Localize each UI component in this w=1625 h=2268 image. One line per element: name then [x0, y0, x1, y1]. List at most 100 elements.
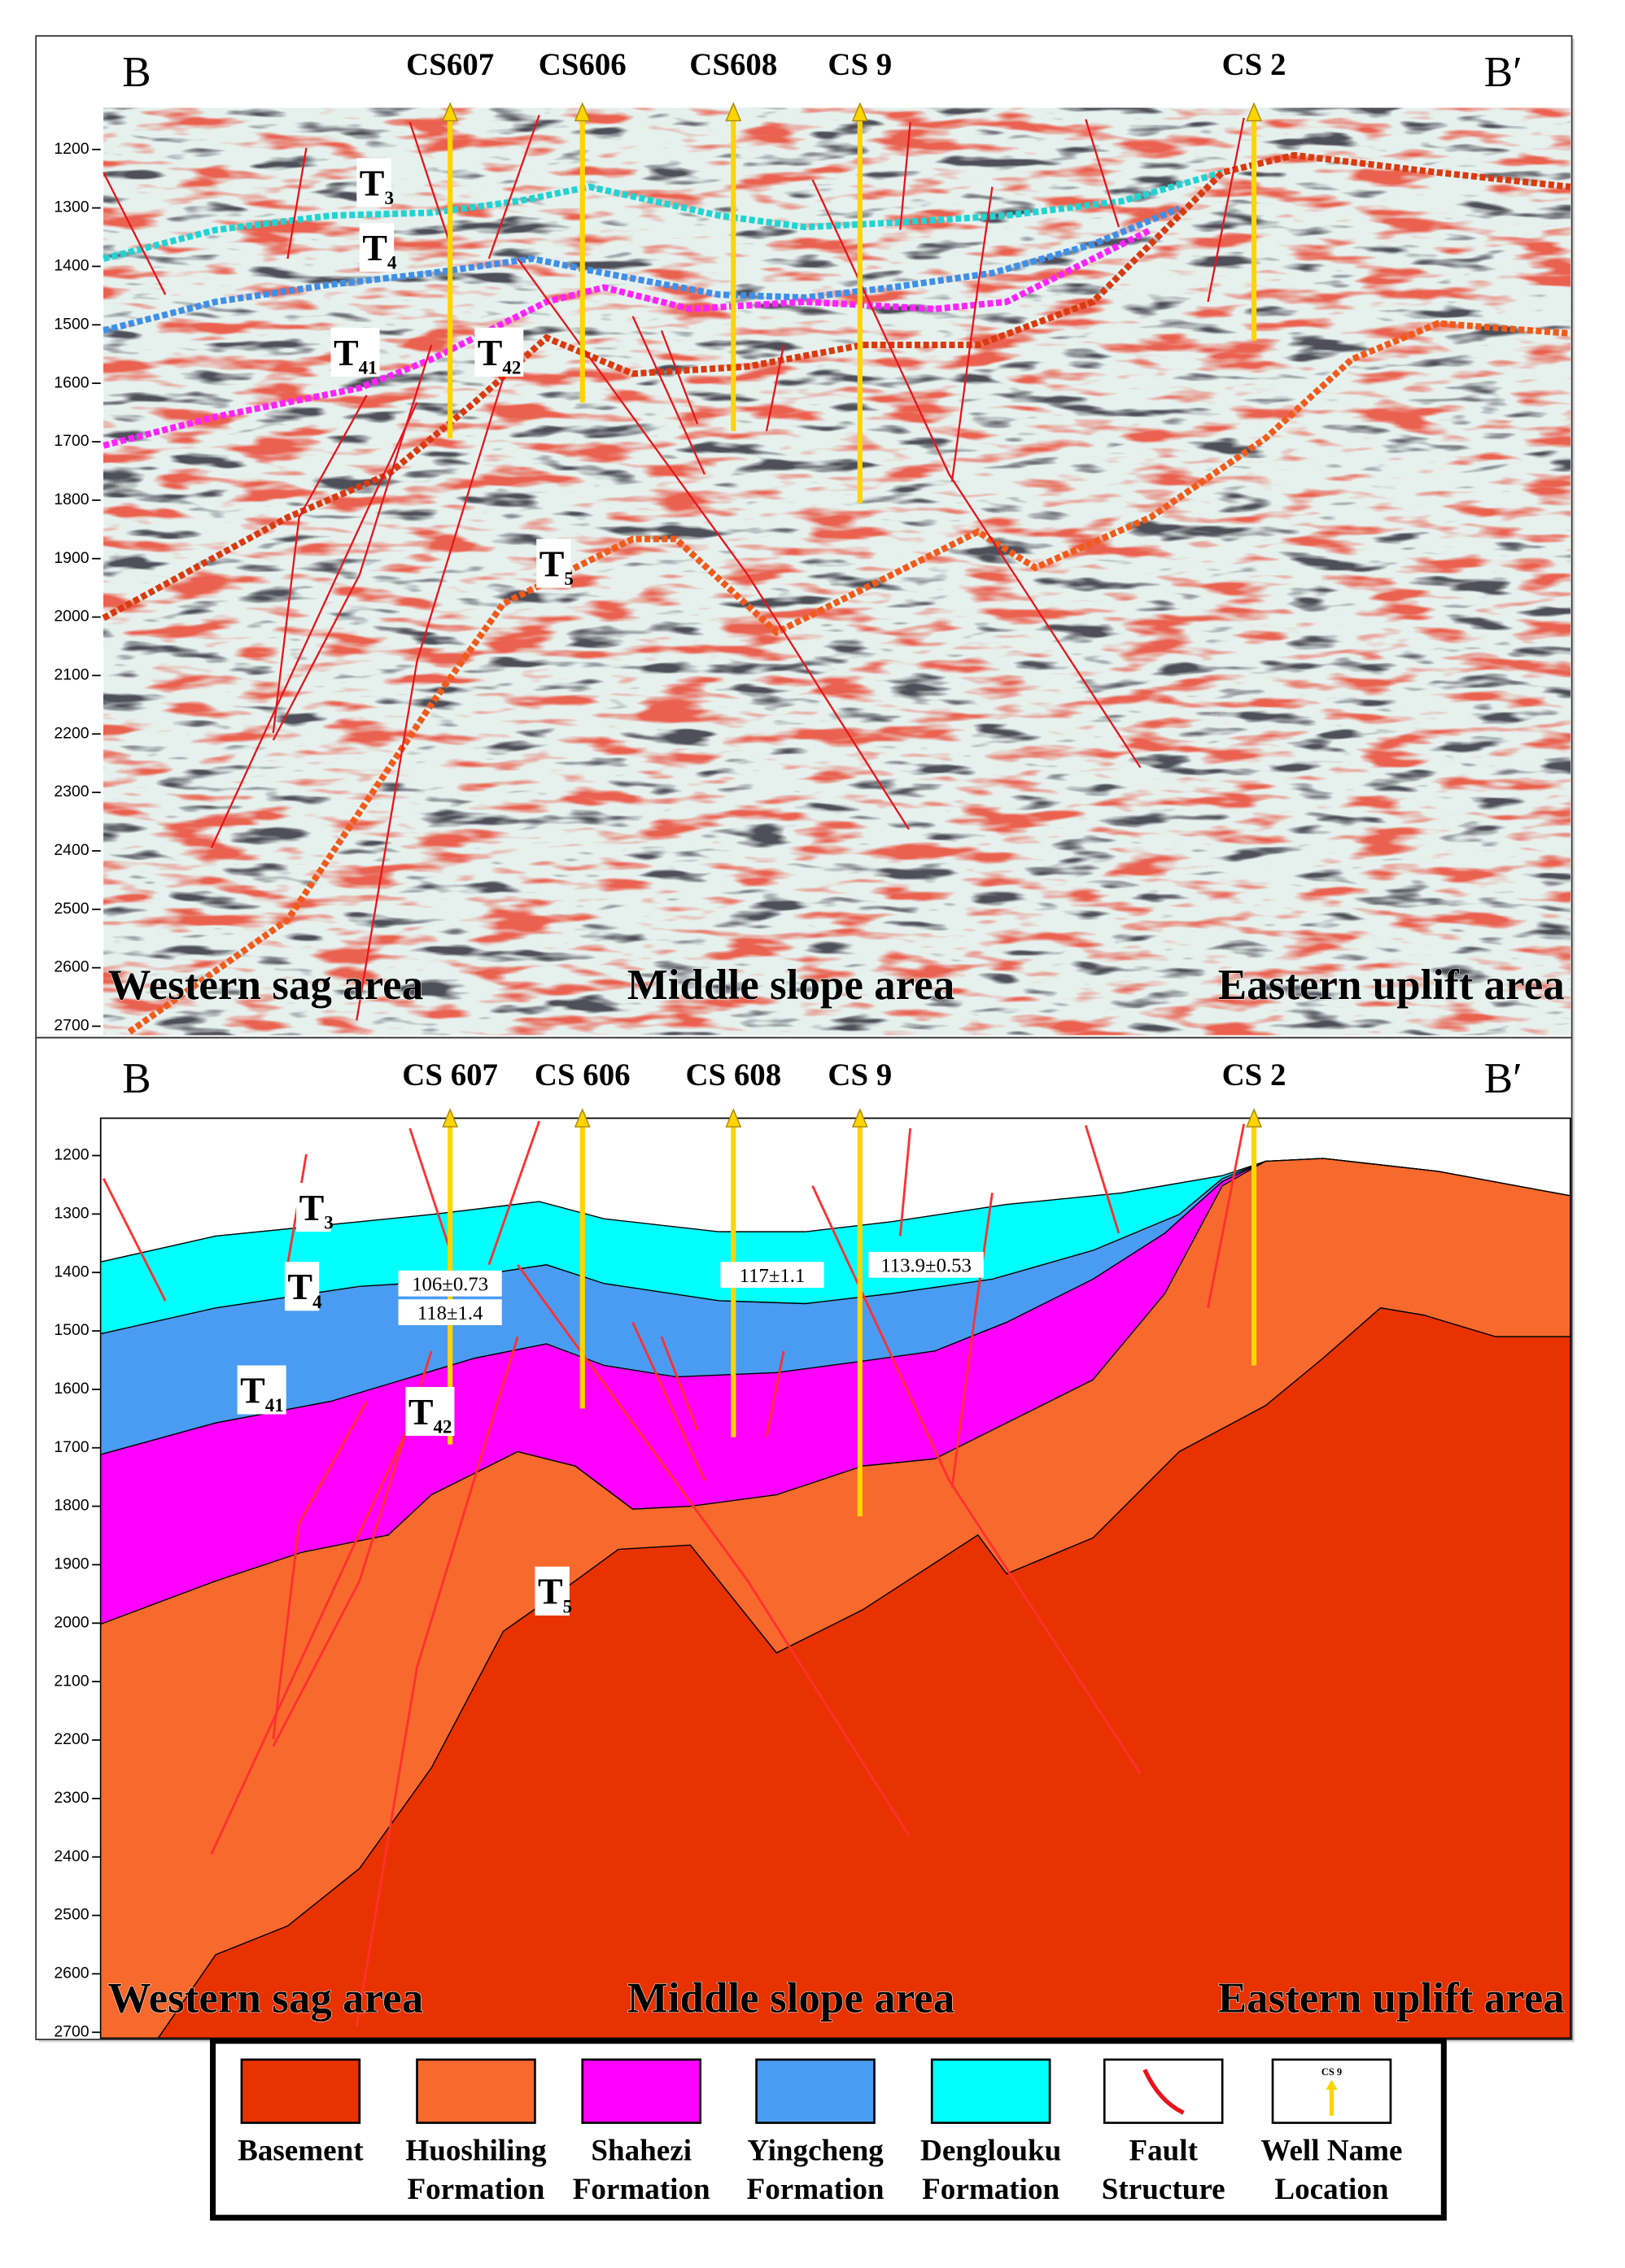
depth-tick-label: 1800	[54, 1497, 89, 1515]
fault	[272, 1400, 368, 1739]
depth-tick-label: 2200	[54, 724, 89, 742]
fault	[210, 1407, 418, 1855]
horizon-subscript: 41	[359, 357, 378, 377]
legend-well-arrow	[1326, 2079, 1338, 2090]
horizon-label-bg	[359, 222, 395, 272]
depth-tick-label: 1200	[54, 1146, 89, 1164]
horizon-subscript: 3	[384, 188, 393, 208]
depth-tick-label: 2700	[54, 2022, 89, 2040]
age-label-bg	[398, 1270, 502, 1297]
depth-tick-label: 2500	[54, 1906, 89, 1924]
age-label: 117±1.1	[740, 1265, 806, 1287]
area-label: Eastern uplift area	[1218, 1975, 1565, 2022]
well-arrow	[442, 1108, 459, 1127]
depth-tick-label: 1700	[54, 432, 89, 450]
age-label-bg	[720, 1262, 824, 1289]
well-name: CS 2	[1222, 1058, 1286, 1093]
depth-tick-label: 1900	[54, 1555, 89, 1573]
horizon-label: T5	[538, 1571, 572, 1617]
fault	[660, 329, 699, 425]
fault	[631, 316, 706, 475]
horizon-letter: T	[287, 1266, 312, 1307]
horizon-letter: T	[360, 162, 385, 203]
horizon-letter: T	[362, 227, 387, 268]
well-name: CS 9	[828, 1058, 892, 1093]
horizon-label-bg	[405, 1386, 455, 1437]
depth-tick-label: 1400	[54, 257, 89, 275]
depth-tick-label: 1700	[54, 1438, 89, 1456]
horizon-label: T4	[287, 1266, 322, 1312]
fault	[408, 121, 452, 245]
well-name: CS 9	[828, 47, 892, 82]
well-arrow	[851, 102, 868, 122]
depth-tick-label: 2600	[54, 958, 89, 976]
legend-label: Formation	[922, 2173, 1059, 2206]
age-label: 118±1.4	[417, 1302, 483, 1324]
horizon-subscript: 3	[324, 1213, 333, 1233]
depth-tick-label: 2400	[54, 1847, 89, 1865]
depth-tick-label: 2500	[54, 900, 89, 918]
legend-label: Formation	[747, 2173, 885, 2206]
legend-label: Well Name	[1260, 2134, 1402, 2167]
fault	[487, 1120, 541, 1266]
age-label-bg	[868, 1251, 984, 1278]
horizon-label-bg	[356, 158, 391, 207]
depth-tick-label: 1900	[54, 549, 89, 567]
fault	[898, 1127, 912, 1236]
legend-label: Shahezi	[591, 2134, 692, 2167]
fault	[1207, 1123, 1246, 1309]
section-end-label: B	[122, 1055, 151, 1102]
well-arrow	[574, 102, 591, 122]
fault	[631, 1321, 706, 1481]
depth-tick-label: 2100	[54, 666, 89, 684]
fault	[1207, 117, 1245, 303]
well-arrow	[442, 102, 459, 122]
legend-label: Yingcheng	[747, 2134, 884, 2167]
legend-label: Basement	[238, 2134, 364, 2167]
fault	[1085, 119, 1120, 228]
fault	[356, 330, 519, 1021]
well-arrow	[1246, 102, 1262, 122]
horizon-subscript: 5	[564, 569, 573, 589]
horizon-label: T42	[408, 1391, 452, 1437]
horizon-label-bg	[474, 327, 524, 377]
depth-tick-label: 1500	[54, 1321, 89, 1339]
horizon-letter: T	[539, 543, 565, 584]
legend-label: Location	[1274, 2173, 1389, 2206]
fault	[272, 395, 368, 734]
horizon-label: T42	[478, 332, 522, 378]
seismic-horizon	[103, 227, 1152, 449]
well-arrow	[725, 102, 742, 122]
horizon-label: T41	[240, 1369, 284, 1415]
well-name: CS 607	[402, 1058, 498, 1093]
area-label: Western sag area	[108, 1975, 424, 2022]
depth-tick-label: 1600	[54, 1380, 89, 1398]
legend-swatch	[581, 2058, 701, 2124]
area-label: Eastern uplift area	[1218, 962, 1565, 1009]
fault	[765, 1350, 785, 1438]
horizon-label-bg	[284, 1262, 320, 1311]
well-arrow	[1246, 1108, 1262, 1127]
depth-tick-label: 2300	[54, 1789, 89, 1807]
well-name: CS606	[539, 47, 627, 82]
depth-tick-label: 1300	[54, 198, 89, 216]
depth-tick-label: 2000	[54, 1613, 89, 1631]
seismic-horizon	[103, 205, 1181, 334]
well-arrow	[851, 1108, 868, 1127]
horizon-subscript: 42	[502, 357, 521, 377]
fault	[1084, 1124, 1120, 1234]
well-name: CS 608	[685, 1058, 781, 1093]
depth-tick-label: 2700	[54, 1017, 89, 1035]
fault	[355, 1336, 519, 2027]
fault	[950, 186, 994, 482]
horizon-label-bg	[535, 1566, 570, 1616]
depth-tick-label: 2400	[54, 841, 89, 859]
formation-layer	[157, 1307, 1571, 2039]
legend-label: Structure	[1102, 2173, 1225, 2206]
depth-tick-label: 2000	[54, 608, 89, 626]
age-label-bg	[398, 1299, 502, 1325]
seismic-horizon	[103, 169, 1224, 262]
depth-tick-label: 1600	[54, 373, 89, 391]
horizon-subscript: 5	[563, 1596, 572, 1616]
